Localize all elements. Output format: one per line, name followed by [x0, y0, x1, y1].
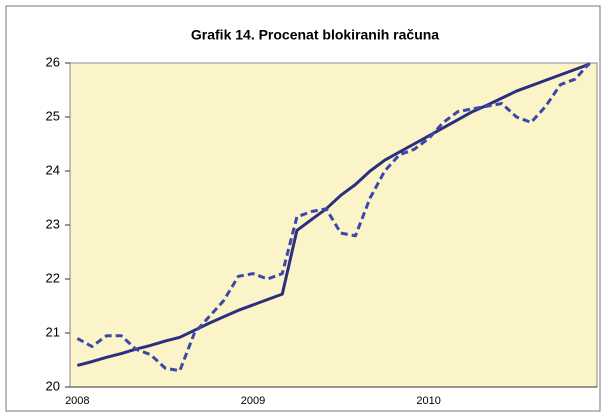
x-tick-label: 2008 — [65, 395, 89, 407]
y-tick-label: 26 — [46, 54, 60, 69]
chart-title: Grafik 14. Procenat blokiranih računa — [191, 27, 439, 43]
y-tick-label: 24 — [46, 162, 60, 177]
y-tick-label: 21 — [46, 324, 60, 339]
y-tick-label: 25 — [46, 108, 60, 123]
y-tick-label: 22 — [46, 270, 60, 285]
plot-area — [69, 62, 598, 388]
y-tick-label: 23 — [46, 216, 60, 231]
dashed-line — [76, 61, 591, 373]
y-tick-label: 20 — [46, 378, 60, 393]
solid-line — [76, 62, 591, 367]
x-tick-label: 2009 — [241, 395, 265, 407]
x-tick-label: 2010 — [416, 395, 440, 407]
